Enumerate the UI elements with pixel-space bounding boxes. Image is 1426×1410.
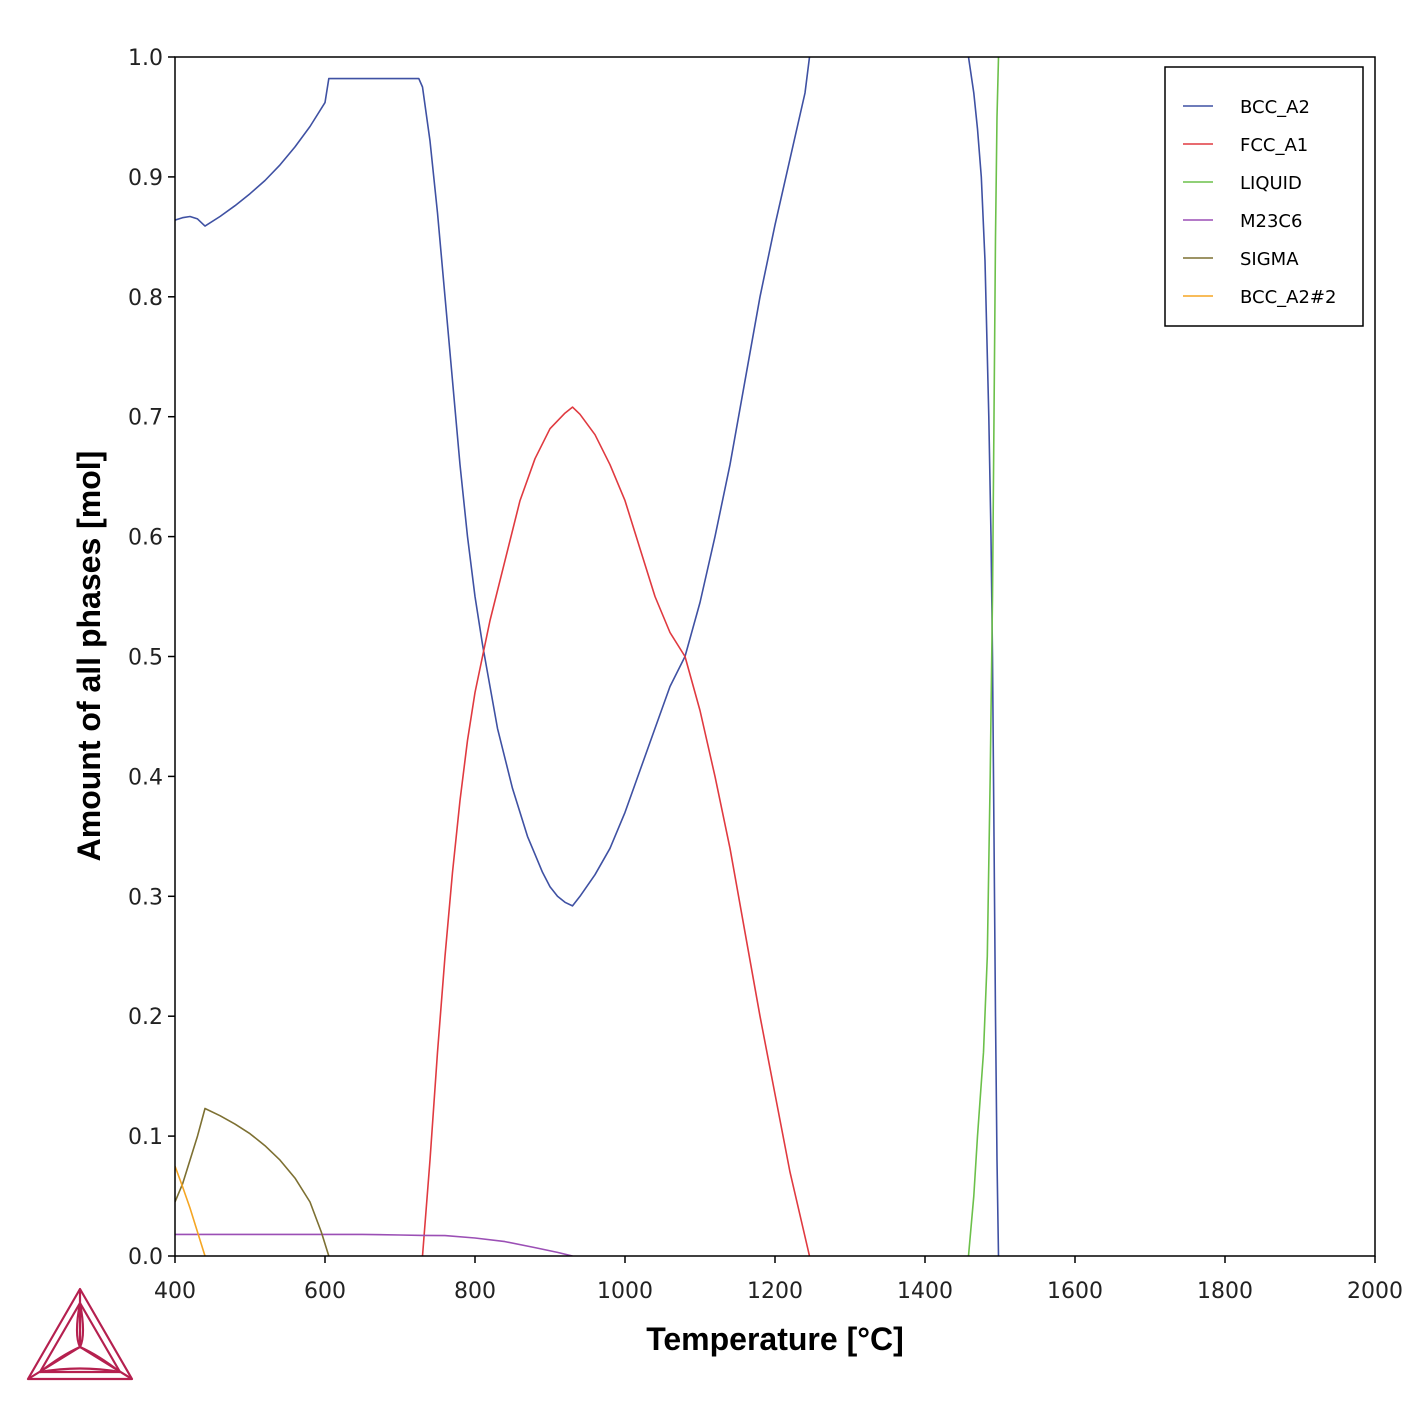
x-tick-label: 2000 bbox=[1347, 1279, 1403, 1304]
series-line-m23c6 bbox=[175, 1233, 573, 1256]
x-tick-label: 1200 bbox=[747, 1279, 803, 1304]
series-lines bbox=[175, 57, 1000, 1256]
legend-box bbox=[1164, 66, 1364, 327]
plot-frame bbox=[174, 56, 1376, 1257]
y-tick-label: 0.3 bbox=[128, 885, 163, 910]
y-tick-label: 0.5 bbox=[128, 646, 163, 671]
legend-label: M23C6 bbox=[1240, 211, 1302, 232]
x-tick-label: 400 bbox=[154, 1279, 196, 1304]
y-axis-title: Amount of all phases [mol] bbox=[71, 451, 107, 862]
thermo-calc-logo-icon bbox=[26, 1287, 134, 1381]
legend: BCC_A2 FCC_A1 LIQUID M23C6 SIGMA BCC_A2#2 bbox=[1164, 66, 1364, 327]
series-line-fcc-a1 bbox=[421, 406, 811, 1256]
legend-label: SIGMA bbox=[1240, 249, 1299, 270]
x-tick-label: 1600 bbox=[1047, 1279, 1103, 1304]
y-tick-label: 0.4 bbox=[128, 765, 163, 790]
x-axis-ticks: 400 600 800 1000 1200 1400 1600 1800 2000 bbox=[154, 1256, 1403, 1304]
y-tick-label: 0.8 bbox=[128, 286, 163, 311]
x-tick-label: 1000 bbox=[597, 1279, 653, 1304]
legend-label: BCC_A2#2 bbox=[1240, 287, 1336, 308]
series-line-bcc-a2-2 bbox=[175, 1165, 206, 1256]
x-tick-label: 1400 bbox=[897, 1279, 953, 1304]
x-axis-title: Temperature [°C] bbox=[646, 1321, 904, 1357]
y-tick-label: 0.2 bbox=[128, 1005, 163, 1030]
y-tick-label: 0.9 bbox=[128, 166, 163, 191]
y-tick-label: 1.0 bbox=[128, 46, 163, 71]
y-axis-ticks: 0.0 0.1 0.2 0.3 0.4 0.5 0.6 0.7 0.8 0.9 1.0 bbox=[128, 46, 175, 1270]
x-tick-label: 600 bbox=[304, 1279, 346, 1304]
legend-label: LIQUID bbox=[1240, 173, 1302, 194]
y-tick-label: 0.0 bbox=[128, 1245, 163, 1270]
x-tick-label: 800 bbox=[454, 1279, 496, 1304]
legend-label: FCC_A1 bbox=[1240, 135, 1308, 156]
y-tick-label: 0.7 bbox=[128, 406, 163, 431]
series-line-sigma bbox=[175, 1107, 330, 1256]
plot-area bbox=[175, 57, 1000, 1256]
series-line-liquid bbox=[967, 57, 1000, 1256]
legend-label: BCC_A2 bbox=[1240, 97, 1310, 118]
series-line-bcc-a2 bbox=[175, 57, 811, 907]
x-tick-label: 1800 bbox=[1197, 1279, 1253, 1304]
y-tick-label: 0.1 bbox=[128, 1125, 163, 1150]
y-tick-label: 0.6 bbox=[128, 526, 163, 551]
series-line-bcc-a2 bbox=[967, 57, 1000, 1256]
